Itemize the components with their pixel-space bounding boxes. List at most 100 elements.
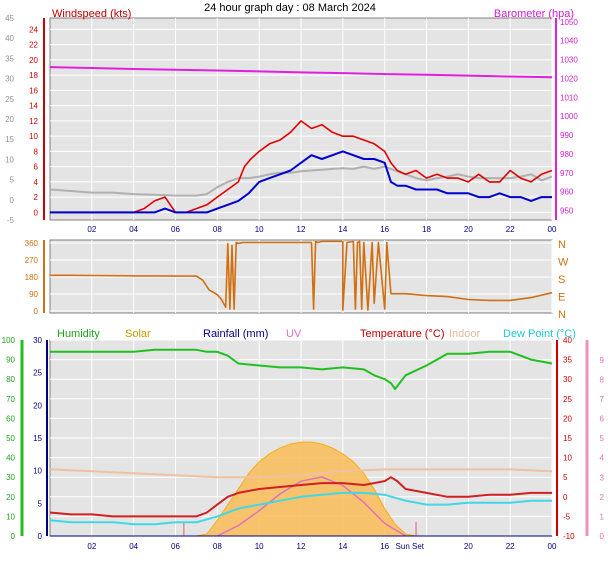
temp-y-left-inner-tick: 5	[38, 499, 43, 508]
wind-y-inner-tick: 18	[29, 71, 38, 80]
temp-y-left-inner-tick: 20	[33, 401, 42, 410]
temp-x-tick: 16	[380, 542, 389, 551]
temp-x-tick: 04	[129, 542, 138, 551]
wind-y-outer-tick: 20	[5, 115, 14, 124]
wind-y-inner-tick: 6	[34, 163, 39, 172]
graph-title: 24 hour graph day : 08 March 2024	[204, 2, 376, 14]
wind-y-right-tick: 1000	[560, 112, 578, 121]
dir-y-tick: 0	[34, 307, 39, 316]
wind-x-tick: 22	[506, 225, 515, 234]
legend-windspeed: Windspeed (kts)	[52, 8, 131, 20]
wind-y-right-tick: 980	[560, 150, 574, 159]
temp-y-left-outer-tick: 60	[6, 414, 15, 423]
wind-y-outer-tick: 10	[5, 155, 14, 164]
temp-x-tick: 22	[506, 542, 515, 551]
wind-y-right-tick: 990	[560, 131, 574, 140]
wind-y-right-tick: 970	[560, 169, 574, 178]
temp-y-left-outer-tick: 70	[6, 395, 15, 404]
dir-y-tick: 270	[25, 256, 39, 265]
temp-y-right-inner-tick: 10	[563, 454, 572, 463]
wind-x-tick: 08	[213, 225, 222, 234]
temp-y-right-inner-tick: -5	[563, 512, 571, 521]
wind-x-tick: 14	[338, 225, 347, 234]
temp-y-left-outer-tick: 20	[6, 493, 15, 502]
temp-x-tick: Sun Set	[396, 542, 425, 551]
wind-y-outer-tick: 0	[10, 196, 15, 205]
dir-y-tick: 90	[29, 290, 38, 299]
wind-x-tick: 20	[464, 225, 473, 234]
temp-x-tick: 10	[255, 542, 264, 551]
temp-y-left-outer-tick: 80	[6, 375, 15, 384]
wind-y-inner-tick: 14	[29, 102, 38, 111]
series-humidity-line	[50, 348, 553, 390]
temp-y-right-outer-tick: 4	[600, 454, 605, 463]
legend-barometer: Barometer (hpa)	[494, 8, 574, 20]
temp-x-tick: 08	[213, 542, 222, 551]
temp-y-right-outer-tick: 8	[600, 375, 605, 384]
wind-y-inner-tick: 12	[29, 117, 38, 126]
temp-y-left-outer-tick: 90	[6, 356, 15, 365]
dir-compass-tick: E	[558, 292, 565, 304]
series-windavg-line	[50, 150, 552, 214]
temp-x-tick: 12	[297, 542, 306, 551]
series-uv-line	[216, 476, 406, 537]
temp-y-left-inner-tick: 25	[33, 369, 42, 378]
series-windspeed-line	[50, 120, 553, 214]
wind-y-outer-tick: 45	[5, 14, 14, 23]
wind-y-inner-tick: 4	[34, 178, 39, 187]
wind-x-tick: 02	[87, 225, 96, 234]
temp-y-right-outer-tick: 5	[600, 434, 605, 443]
wind-y-inner-tick: 22	[29, 41, 38, 50]
dir-compass-tick: S	[558, 274, 565, 286]
temp-y-left-inner-tick: 0	[38, 532, 43, 541]
temp-y-right-outer-tick: 2	[600, 493, 605, 502]
temp-y-right-inner-tick: 5	[563, 473, 568, 482]
temp-x-tick: 06	[171, 542, 180, 551]
temp-y-right-outer-tick: 7	[600, 395, 605, 404]
dir-compass-tick: N	[558, 239, 566, 251]
temp-y-right-outer-tick: 1	[600, 512, 605, 521]
wind-y-right-tick: 1040	[560, 37, 578, 46]
wind-y-outer-tick: 35	[5, 54, 14, 63]
legend-dewpoint: Dew Point (°C)	[503, 328, 576, 340]
temp-y-left-outer-tick: 0	[11, 532, 16, 541]
temp-y-left-outer-tick: 100	[2, 336, 16, 345]
wind-x-tick: 18	[422, 225, 431, 234]
series-indoor-line	[49, 468, 553, 479]
series-barometer-line	[49, 66, 553, 79]
legend-rainfall: Rainfall (mm)	[203, 328, 268, 340]
series-dewpoint-line	[49, 491, 552, 526]
wind-x-tick: 04	[129, 225, 138, 234]
wind-y-outer-tick: 30	[5, 75, 14, 84]
wind-y-inner-tick: 8	[34, 147, 39, 156]
wind-x-tick: 06	[171, 225, 180, 234]
wind-y-inner-tick: 2	[34, 193, 39, 202]
series-direction-line	[50, 240, 553, 311]
wind-y-outer-tick: 25	[5, 95, 14, 104]
wind-y-inner-tick: 10	[29, 132, 38, 141]
temp-x-tick: 14	[338, 542, 347, 551]
wind-y-right-tick: 1010	[560, 93, 578, 102]
legend-temperature: Temperature (°C)	[360, 328, 444, 340]
temp-y-right-inner-tick: 40	[563, 336, 572, 345]
temp-y-right-inner-tick: 0	[563, 493, 568, 502]
legend-uv: UV	[286, 328, 302, 340]
wind-y-right-tick: 950	[560, 207, 574, 216]
wind-x-tick: 12	[297, 225, 306, 234]
temp-y-right-outer-tick: 6	[600, 415, 605, 424]
wind-y-outer-tick: 40	[5, 34, 14, 43]
temp-y-left-inner-tick: 30	[33, 336, 42, 345]
temp-y-right-inner-tick: 15	[563, 434, 572, 443]
legend-indoor: Indoor	[449, 328, 481, 340]
temp-x-tick: 20	[464, 542, 473, 551]
dir-y-tick: 360	[25, 239, 39, 248]
wind-y-right-tick: 1020	[560, 74, 578, 83]
wind-y-outer-tick: 5	[10, 176, 15, 185]
temp-x-tick: 00	[548, 542, 557, 551]
chart-marks: 024681012141618202224-505101520253035404…	[2, 14, 605, 551]
wind-y-inner-tick: 20	[29, 56, 38, 65]
temp-y-left-inner-tick: 10	[33, 467, 42, 476]
temp-y-left-outer-tick: 40	[6, 454, 15, 463]
wind-y-outer-tick: 15	[5, 135, 14, 144]
temp-y-right-outer-tick: 3	[600, 473, 605, 482]
